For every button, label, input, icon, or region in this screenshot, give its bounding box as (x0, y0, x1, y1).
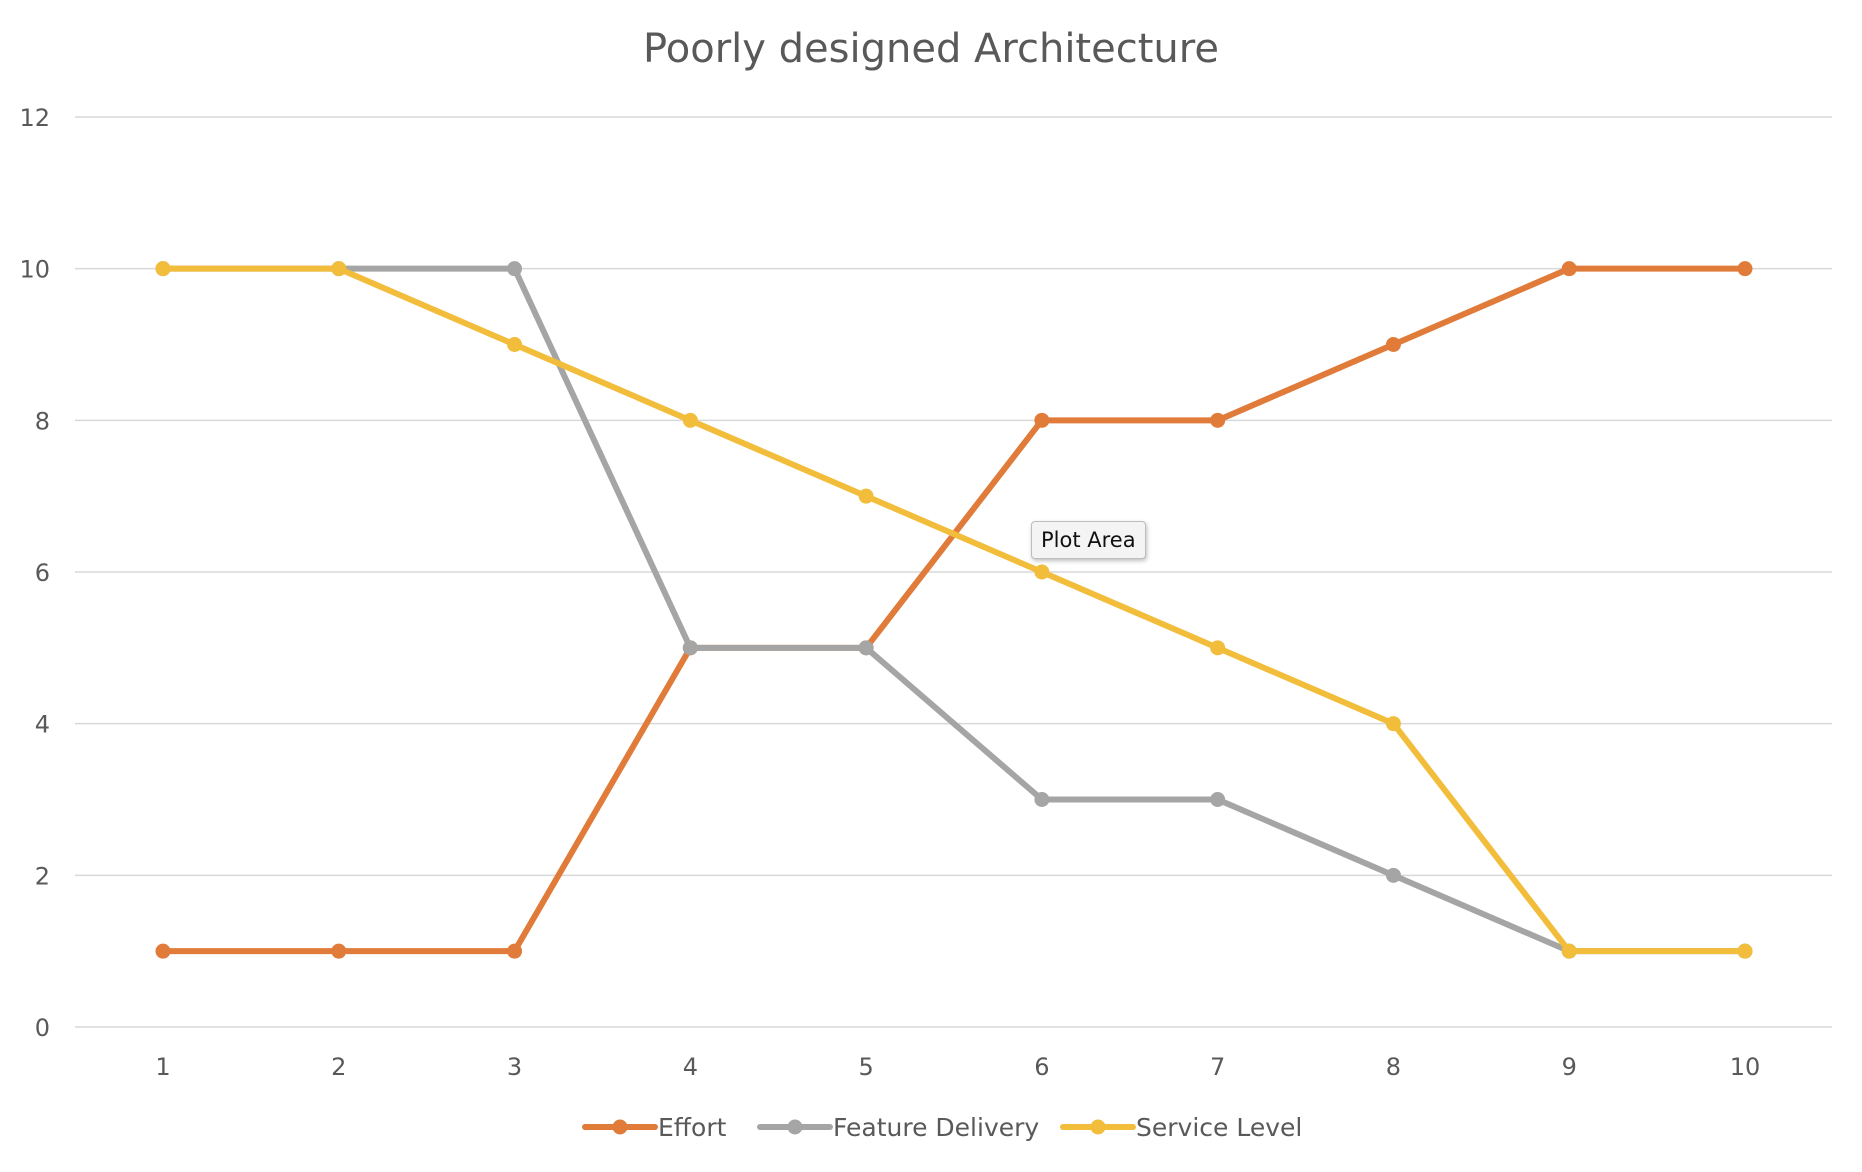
x-tick-label: 6 (1034, 1053, 1049, 1081)
legend-item: Service Level (1060, 1113, 1302, 1142)
data-point[interactable] (1561, 261, 1577, 277)
x-tick-label: 9 (1562, 1053, 1577, 1081)
data-point[interactable] (858, 488, 874, 504)
data-point[interactable] (155, 261, 171, 277)
data-point[interactable] (331, 261, 347, 277)
data-point[interactable] (1385, 337, 1401, 352)
gridlines (75, 116, 1832, 1028)
legend-swatch-marker (787, 1119, 803, 1135)
x-tick-label: 8 (1386, 1053, 1401, 1081)
data-point[interactable] (1385, 867, 1401, 883)
data-point[interactable] (682, 412, 698, 428)
data-point[interactable] (1034, 792, 1050, 807)
data-point[interactable] (507, 337, 523, 352)
data-point[interactable] (1034, 564, 1050, 580)
legend: Effort Feature Delivery Service Level (582, 1113, 1302, 1142)
data-point[interactable] (507, 261, 523, 277)
x-axis-ticks: 1 2 3 4 5 6 7 8 9 10 (155, 1053, 1760, 1081)
y-tick-label: 2 (35, 862, 50, 890)
series-service-level[interactable] (155, 261, 1753, 959)
legend-item: Feature Delivery (757, 1113, 1039, 1142)
series-line[interactable] (160, 265, 1748, 955)
data-point[interactable] (1385, 716, 1401, 732)
x-tick-label: 7 (1210, 1053, 1225, 1081)
x-tick-label: 3 (507, 1053, 522, 1081)
y-tick-label: 12 (19, 104, 50, 132)
x-tick-label: 1 (155, 1053, 170, 1081)
x-tick-label: 10 (1730, 1053, 1761, 1081)
legend-swatch-marker (1090, 1119, 1106, 1135)
y-tick-label: 0 (35, 1014, 50, 1042)
data-point[interactable] (155, 943, 171, 959)
y-tick-label: 10 (19, 256, 50, 284)
data-point[interactable] (1210, 640, 1226, 656)
data-point[interactable] (1210, 792, 1226, 807)
x-tick-label: 4 (683, 1053, 698, 1081)
plot-area[interactable] (155, 261, 1753, 959)
data-point[interactable] (331, 943, 347, 959)
legend-item: Effort (582, 1113, 727, 1142)
data-point[interactable] (1210, 412, 1226, 428)
plot-area-tooltip: Plot Area (1031, 521, 1146, 559)
y-tick-label: 4 (35, 711, 50, 739)
data-point[interactable] (1561, 943, 1577, 959)
legend-swatch-marker (612, 1119, 628, 1135)
legend-label: Service Level (1136, 1113, 1302, 1142)
data-point[interactable] (1737, 261, 1753, 277)
data-point[interactable] (858, 640, 874, 656)
x-tick-label: 2 (331, 1053, 346, 1081)
chart-title: Poorly designed Architecture (643, 26, 1219, 72)
legend-label: Feature Delivery (833, 1113, 1039, 1142)
series-line[interactable] (160, 265, 1748, 955)
y-tick-label: 6 (35, 559, 50, 587)
legend-label: Effort (658, 1113, 727, 1142)
data-point[interactable] (507, 943, 523, 959)
x-tick-label: 5 (858, 1053, 873, 1081)
series-effort[interactable] (155, 261, 1753, 959)
data-point[interactable] (1034, 412, 1050, 428)
y-tick-label: 8 (35, 407, 50, 435)
data-point[interactable] (1737, 943, 1753, 959)
y-axis-ticks: 0 2 4 6 8 10 12 (19, 104, 50, 1042)
series-line[interactable] (160, 265, 1748, 955)
data-point[interactable] (682, 640, 698, 656)
series-feature-delivery[interactable] (155, 261, 1753, 959)
